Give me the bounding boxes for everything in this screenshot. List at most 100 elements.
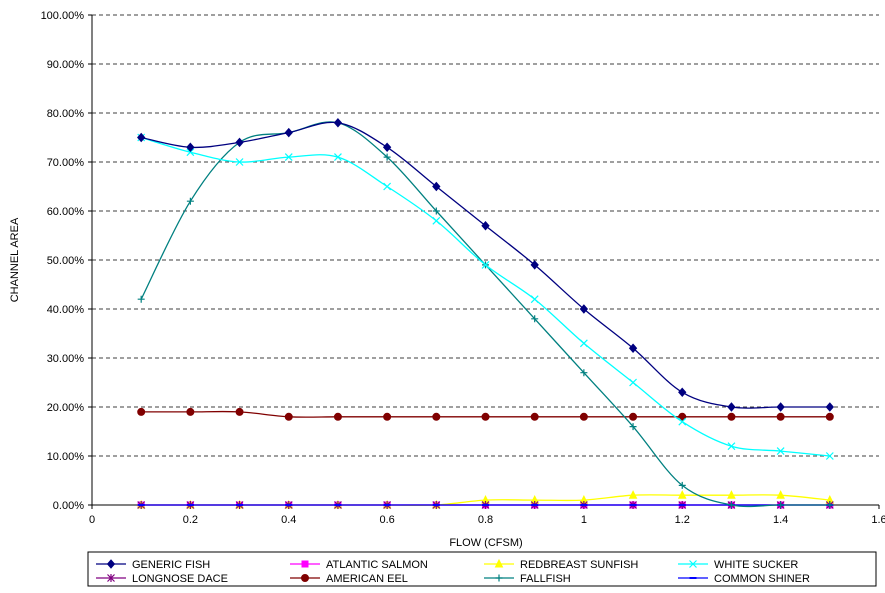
legend-label: LONGNOSE DACE	[132, 573, 228, 585]
data-point	[530, 295, 539, 304]
y-tick-label: 40.00%	[47, 304, 85, 316]
series-line	[140, 121, 830, 508]
data-point	[825, 402, 834, 412]
x-tick-label: 1	[581, 514, 587, 526]
data-point	[579, 412, 588, 421]
data-point	[137, 132, 146, 143]
legend-label: WHITE SUCKER	[714, 559, 798, 571]
legend-marker	[301, 574, 309, 582]
x-tick-label: 1.4	[773, 514, 788, 526]
legend-item: WHITE SUCKER	[678, 559, 798, 571]
x-tick-label: 0.6	[379, 514, 394, 526]
data-point	[727, 412, 736, 421]
data-point	[825, 452, 834, 460]
legend-marker	[689, 577, 697, 579]
data-point	[284, 412, 293, 421]
data-point	[383, 153, 391, 161]
data-point	[235, 137, 244, 148]
data-point	[432, 207, 440, 215]
legend-item: FALLFISH	[484, 573, 571, 585]
data-point	[432, 216, 441, 225]
legend-marker	[494, 558, 504, 568]
y-tick-label: 10.00%	[47, 451, 85, 463]
data-point	[727, 442, 736, 451]
data-point	[137, 407, 146, 416]
legend-item: GENERIC FISH	[96, 559, 210, 571]
data-point	[137, 504, 145, 506]
legend-label: COMMON SHINER	[714, 573, 810, 585]
data-point	[236, 504, 244, 506]
y-tick-label: 60.00%	[47, 206, 85, 218]
gridlines	[92, 14, 879, 457]
data-point	[186, 142, 195, 153]
data-point	[186, 197, 194, 205]
series-white-sucker	[137, 133, 834, 460]
data-point	[481, 220, 490, 231]
data-point	[776, 490, 785, 499]
data-point	[530, 412, 539, 421]
data-point	[186, 504, 194, 506]
data-point	[777, 501, 785, 509]
data-point	[432, 412, 441, 421]
data-point	[481, 260, 490, 269]
series-group	[136, 118, 835, 509]
legend-item: REDBREAST SUNFISH	[484, 558, 638, 571]
legend-label: REDBREAST SUNFISH	[520, 559, 638, 571]
data-point	[825, 412, 834, 421]
legend-label: FALLFISH	[520, 573, 571, 585]
y-tick-label: 50.00%	[47, 255, 85, 267]
data-point	[629, 378, 637, 387]
data-point	[284, 127, 293, 138]
y-tick-label: 80.00%	[47, 108, 85, 120]
data-point	[579, 339, 588, 348]
data-point	[776, 402, 785, 412]
x-axis-label: FLOW (CFSM)	[449, 537, 522, 549]
axes: 0.00% 10.00% 20.00% 30.00% 40.00% 50.00% 60.00…	[41, 10, 885, 526]
series-fallfish	[137, 119, 834, 509]
legend-marker	[106, 559, 116, 569]
series-line	[141, 136, 830, 457]
legend-label: ATLANTIC SALMON	[326, 559, 428, 571]
data-point	[629, 504, 637, 506]
data-point	[727, 501, 735, 509]
x-tick-label: 0	[89, 514, 95, 526]
legend-marker	[689, 560, 697, 568]
y-tick-label: 20.00%	[47, 402, 85, 414]
data-point	[235, 407, 244, 416]
data-point	[629, 423, 637, 431]
x-tick-label: 0.8	[478, 514, 493, 526]
data-point	[432, 504, 440, 506]
data-point	[334, 153, 342, 162]
data-point	[678, 504, 686, 506]
legend-item: AMERICAN EEL	[290, 573, 408, 585]
data-point	[678, 412, 687, 421]
data-point	[776, 447, 785, 456]
data-point	[580, 369, 588, 377]
legend-label: GENERIC FISH	[132, 559, 210, 571]
data-point	[776, 412, 785, 421]
data-point	[531, 504, 539, 506]
data-point	[333, 412, 342, 421]
series-american-eel	[137, 407, 834, 421]
data-point	[629, 412, 638, 421]
data-point	[383, 182, 392, 191]
data-point	[333, 118, 343, 128]
x-tick-label: 0.2	[183, 514, 198, 526]
data-point	[579, 304, 589, 314]
data-point	[727, 402, 736, 412]
y-tick-label: 100.00%	[41, 10, 85, 22]
data-point	[382, 142, 392, 153]
data-point	[482, 504, 489, 506]
data-point	[432, 181, 441, 192]
legend-marker	[495, 574, 503, 582]
data-point	[580, 504, 588, 506]
data-point	[137, 295, 145, 303]
y-axis-label: CHANNEL AREA	[9, 217, 21, 302]
data-point	[334, 504, 342, 506]
y-tick-label: 30.00%	[47, 353, 85, 365]
y-tick-label: 70.00%	[47, 157, 85, 169]
data-point	[186, 407, 195, 416]
x-tick-label: 1.6	[871, 514, 885, 526]
data-point	[481, 412, 490, 421]
